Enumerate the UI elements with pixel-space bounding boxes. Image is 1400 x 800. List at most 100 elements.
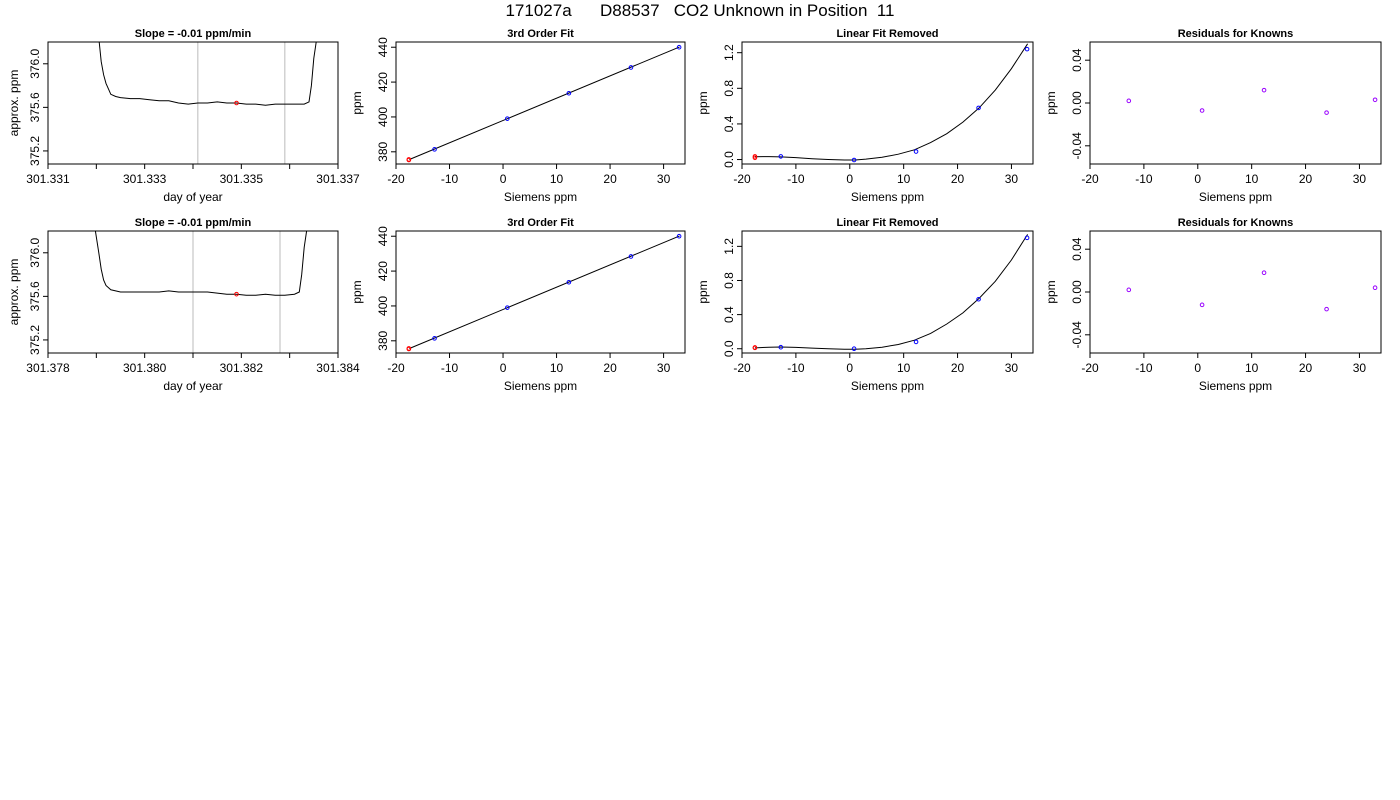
- y-tick-label: 0.04: [1070, 237, 1084, 261]
- x-tick-label: 30: [1005, 172, 1019, 186]
- known-point: [1024, 46, 1030, 52]
- y-tick-label: 420: [376, 72, 390, 92]
- known-point: [566, 90, 572, 96]
- r1-trace-panel: Slope = -0.01 ppm/min 301.331 301.333 301.3…: [7, 28, 360, 204]
- y-tick-label: 0.8: [722, 272, 736, 289]
- y-tick-label: 376.0: [28, 237, 42, 267]
- x-tick-label: -20: [387, 361, 405, 375]
- x-tick-label: 301.380: [123, 361, 167, 375]
- r2-linear-panel: Linear Fit Removed -20 -10 0 10 20 30 0.0 0.4 0.8…: [696, 217, 1034, 393]
- plot-frame: [741, 230, 1034, 354]
- x-tick-label: 301.378: [26, 361, 70, 375]
- plot-area: [1126, 270, 1378, 312]
- x-tick-label: -10: [441, 361, 459, 375]
- x-tick-label: 301.384: [316, 361, 360, 375]
- residual-point: [1199, 302, 1205, 308]
- x-axis-label: Siemens ppm: [1199, 379, 1272, 393]
- plot-frame: [395, 230, 686, 354]
- known-point: [676, 44, 682, 50]
- known-point: [432, 336, 437, 341]
- panel-title: 3rd Order Fit: [507, 28, 574, 40]
- x-tick-label: 0: [846, 361, 853, 375]
- plot-frame: [741, 41, 1034, 165]
- x-tick-label: -20: [733, 361, 751, 375]
- x-tick-label: -20: [1081, 172, 1099, 186]
- x-tick-label: 30: [1005, 361, 1019, 375]
- y-tick-label: 400: [376, 296, 390, 316]
- x-tick-label: 30: [657, 172, 671, 186]
- x-tick-label: 20: [1299, 361, 1313, 375]
- y-tick-label: 380: [376, 141, 390, 161]
- x-tick-label: 0: [500, 172, 507, 186]
- unknown-point: [752, 345, 758, 351]
- known-point: [851, 157, 857, 163]
- x-tick-label: -10: [441, 172, 459, 186]
- residual-point: [1199, 108, 1205, 113]
- x-tick-label: -20: [733, 172, 751, 186]
- residual-point: [1324, 110, 1329, 115]
- x-tick-label: 10: [550, 361, 564, 375]
- known-point: [505, 305, 510, 310]
- x-axis-label: day of year: [163, 190, 222, 204]
- y-axis-label: ppm: [350, 280, 364, 303]
- x-tick-label: 10: [1245, 172, 1259, 186]
- plot-area: [752, 43, 1030, 163]
- r1-linear-panel: Linear Fit Removed -20 -10 0 10 20 30 0.0 0.4 0.8…: [696, 28, 1034, 204]
- unknown-point: [752, 155, 758, 161]
- y-tick-label: 375.6: [28, 92, 42, 122]
- x-tick-label: 10: [1245, 361, 1259, 375]
- x-axis-label: Siemens ppm: [851, 190, 924, 204]
- trace-line: [94, 231, 308, 296]
- x-tick-label: 10: [550, 172, 564, 186]
- plot-frame: [47, 41, 339, 165]
- fit-curve: [754, 234, 1029, 350]
- known-point: [976, 296, 981, 302]
- panel-title: Residuals for Knowns: [1178, 28, 1294, 40]
- r1-resid-panel: Residuals for Knowns -20 -10 0 10 20 30 -0.04 0.…: [1044, 28, 1382, 204]
- x-tick-label: 10: [897, 361, 911, 375]
- known-point: [913, 149, 919, 154]
- known-point: [432, 147, 437, 152]
- r2-trace-panel: Slope = -0.01 ppm/min 301.378 301.380 301.3…: [7, 217, 360, 393]
- x-axis-label: Siemens ppm: [504, 379, 577, 393]
- x-tick-label: 301.382: [220, 361, 264, 375]
- known-point: [976, 105, 981, 111]
- residual-point: [1126, 98, 1132, 104]
- trace-line: [98, 42, 317, 106]
- r2-resid-panel: Residuals for Knowns -20 -10 0 10 20 30 -0.04 0.…: [1044, 217, 1382, 393]
- plot-area: [752, 234, 1030, 352]
- y-tick-label: 0.4: [722, 115, 736, 132]
- residual-point: [1261, 87, 1267, 93]
- y-axis-label: ppm: [696, 280, 710, 303]
- x-tick-label: 301.333: [123, 172, 167, 186]
- known-point: [566, 279, 572, 285]
- x-tick-label: 20: [603, 361, 617, 375]
- x-tick-label: 301.337: [316, 172, 360, 186]
- y-axis-label: ppm: [1044, 280, 1058, 303]
- y-axis-label: ppm: [696, 91, 710, 114]
- x-tick-label: 0: [846, 172, 853, 186]
- x-tick-label: 30: [1353, 361, 1367, 375]
- mean-point: [234, 291, 239, 297]
- y-tick-label: 1.2: [722, 238, 736, 255]
- plot-area: [94, 231, 308, 353]
- fit-curve: [754, 43, 1029, 161]
- y-axis-label: approx. ppm: [7, 259, 21, 326]
- mean-point: [234, 100, 239, 106]
- x-axis-label: Siemens ppm: [504, 190, 577, 204]
- x-tick-label: 0: [500, 361, 507, 375]
- plot-area: [406, 44, 682, 163]
- y-tick-label: 440: [376, 37, 390, 57]
- panel-title: Slope = -0.01 ppm/min: [135, 217, 252, 229]
- residual-point: [1324, 306, 1329, 312]
- x-tick-label: -10: [787, 361, 805, 375]
- x-tick-label: -20: [1081, 361, 1099, 375]
- y-tick-label: 0.8: [722, 80, 736, 97]
- x-tick-label: 30: [1353, 172, 1367, 186]
- x-tick-label: 20: [603, 172, 617, 186]
- y-tick-label: 375.6: [28, 281, 42, 311]
- x-tick-label: 301.331: [26, 172, 70, 186]
- x-tick-label: -20: [387, 172, 405, 186]
- known-point: [913, 339, 919, 345]
- x-tick-label: 0: [1194, 172, 1201, 186]
